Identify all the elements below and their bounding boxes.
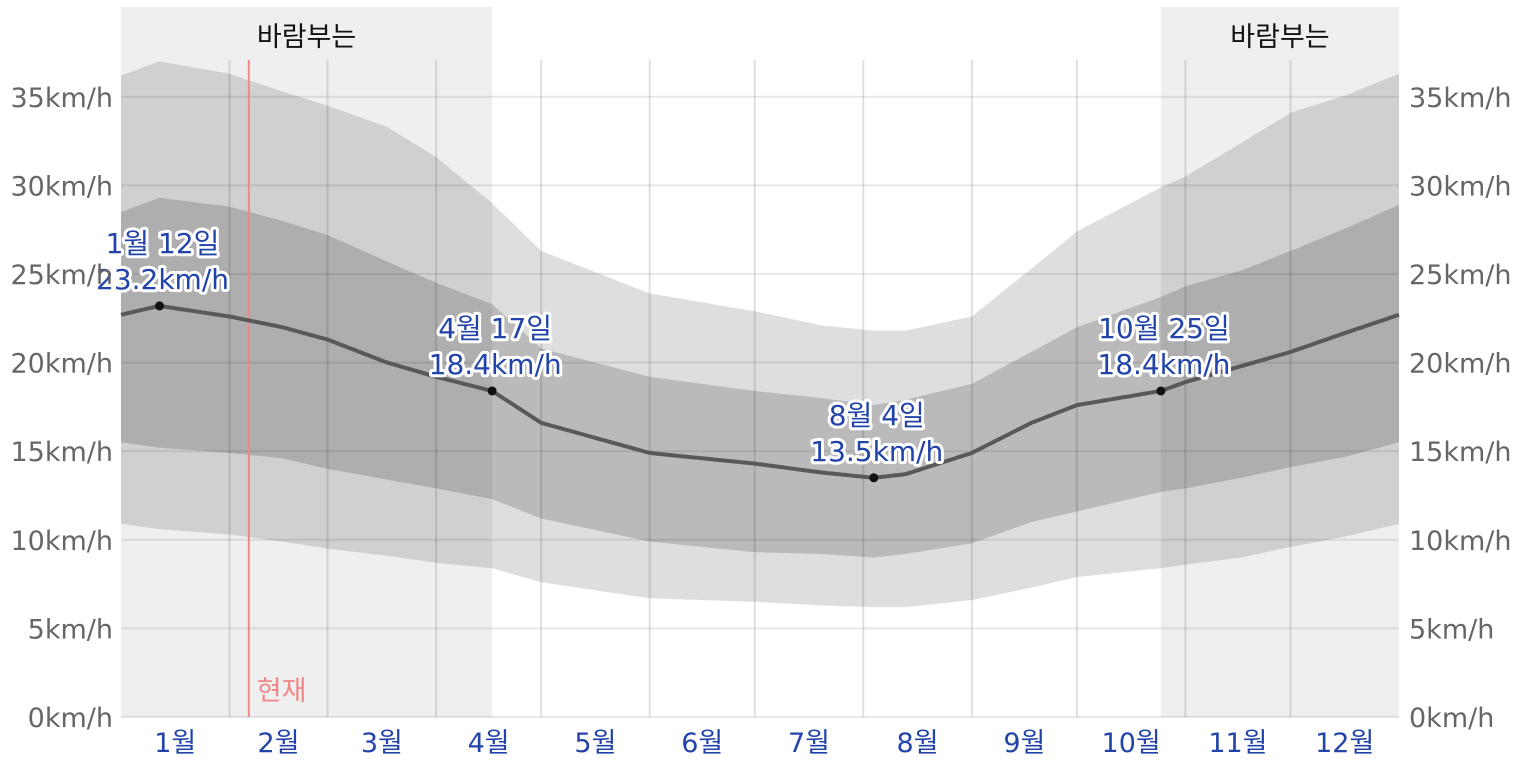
annotation-date: 4월 17일 (438, 312, 552, 345)
now-label: 현재 (257, 676, 307, 707)
band-25-75 (121, 197, 1399, 558)
annotation-point (869, 473, 879, 483)
y-tick-label-right: 10km/h (1409, 526, 1512, 557)
annotation-point (155, 301, 165, 311)
percentile-bands (121, 61, 1399, 608)
y-tick-label-right: 5km/h (1409, 614, 1494, 645)
x-tick-label: 10월 (1102, 728, 1161, 759)
annotation-point (1156, 386, 1166, 396)
y-tick-label-left: 0km/h (28, 703, 113, 734)
x-axis: 1월 2월 3월 4월 5월 6월 7월 8월 9월 10월 11월 12월 (154, 728, 1374, 759)
windy-season-label: 바람부는 (1230, 22, 1329, 53)
annotation-speed: 18.4km/h (1097, 348, 1230, 381)
gridlines (121, 60, 1399, 718)
x-tick-label: 8월 (897, 728, 939, 759)
windy-season-labels: 바람부는 바람부는 (257, 22, 1330, 53)
y-tick-label-right: 0km/h (1409, 703, 1494, 734)
x-tick-label: 9월 (1003, 728, 1045, 759)
y-tick-label-left: 10km/h (10, 526, 113, 557)
annotation-date: 1월 12일 (106, 227, 220, 260)
x-tick-label: 4월 (468, 728, 510, 759)
annotation-speed: 13.5km/h (810, 435, 943, 468)
annotation-point (487, 386, 497, 396)
annotation-date: 8월 4일 (829, 399, 925, 432)
windy-season-bg (1160, 7, 1399, 717)
y-axis: 0km/h 0km/h 5km/h 5km/h 10km/h 10km/h 15km/h 15… (10, 83, 1511, 734)
y-tick-label-right: 35km/h (1409, 83, 1512, 114)
y-tick-label-right: 30km/h (1409, 171, 1512, 202)
average-line-group (120, 303, 1400, 480)
windy-season-label: 바람부는 (257, 22, 356, 53)
x-tick-label: 3월 (361, 728, 403, 759)
y-tick-label-left: 25km/h (10, 260, 113, 291)
x-tick-label: 1월 (154, 728, 196, 759)
y-tick-label-left: 30km/h (10, 171, 113, 202)
x-tick-label: 5월 (574, 728, 616, 759)
y-tick-label-right: 15km/h (1409, 437, 1512, 468)
annotation-date: 10월 25일 (1098, 312, 1230, 345)
x-tick-label: 2월 (258, 728, 300, 759)
annotation-speed: 18.4km/h (429, 348, 562, 381)
y-tick-label-left: 20km/h (10, 349, 113, 380)
y-tick-label-right: 25km/h (1409, 260, 1512, 291)
y-tick-label-left: 5km/h (28, 614, 113, 645)
average-line (120, 303, 1400, 480)
now-marker: 현재 (247, 60, 307, 717)
band-10-90 (121, 61, 1399, 608)
x-tick-label: 12월 (1315, 728, 1374, 759)
x-tick-label: 7월 (788, 728, 830, 759)
x-tick-label: 6월 (681, 728, 723, 759)
y-tick-label-left: 35km/h (10, 83, 113, 114)
x-tick-label: 11월 (1208, 728, 1267, 759)
windy-season-backgrounds (121, 7, 1399, 717)
windy-season-bg (121, 7, 493, 717)
annotation-speed: 23.2km/h (96, 263, 229, 296)
y-tick-label-right: 20km/h (1409, 349, 1512, 380)
y-tick-label-left: 15km/h (10, 437, 113, 468)
